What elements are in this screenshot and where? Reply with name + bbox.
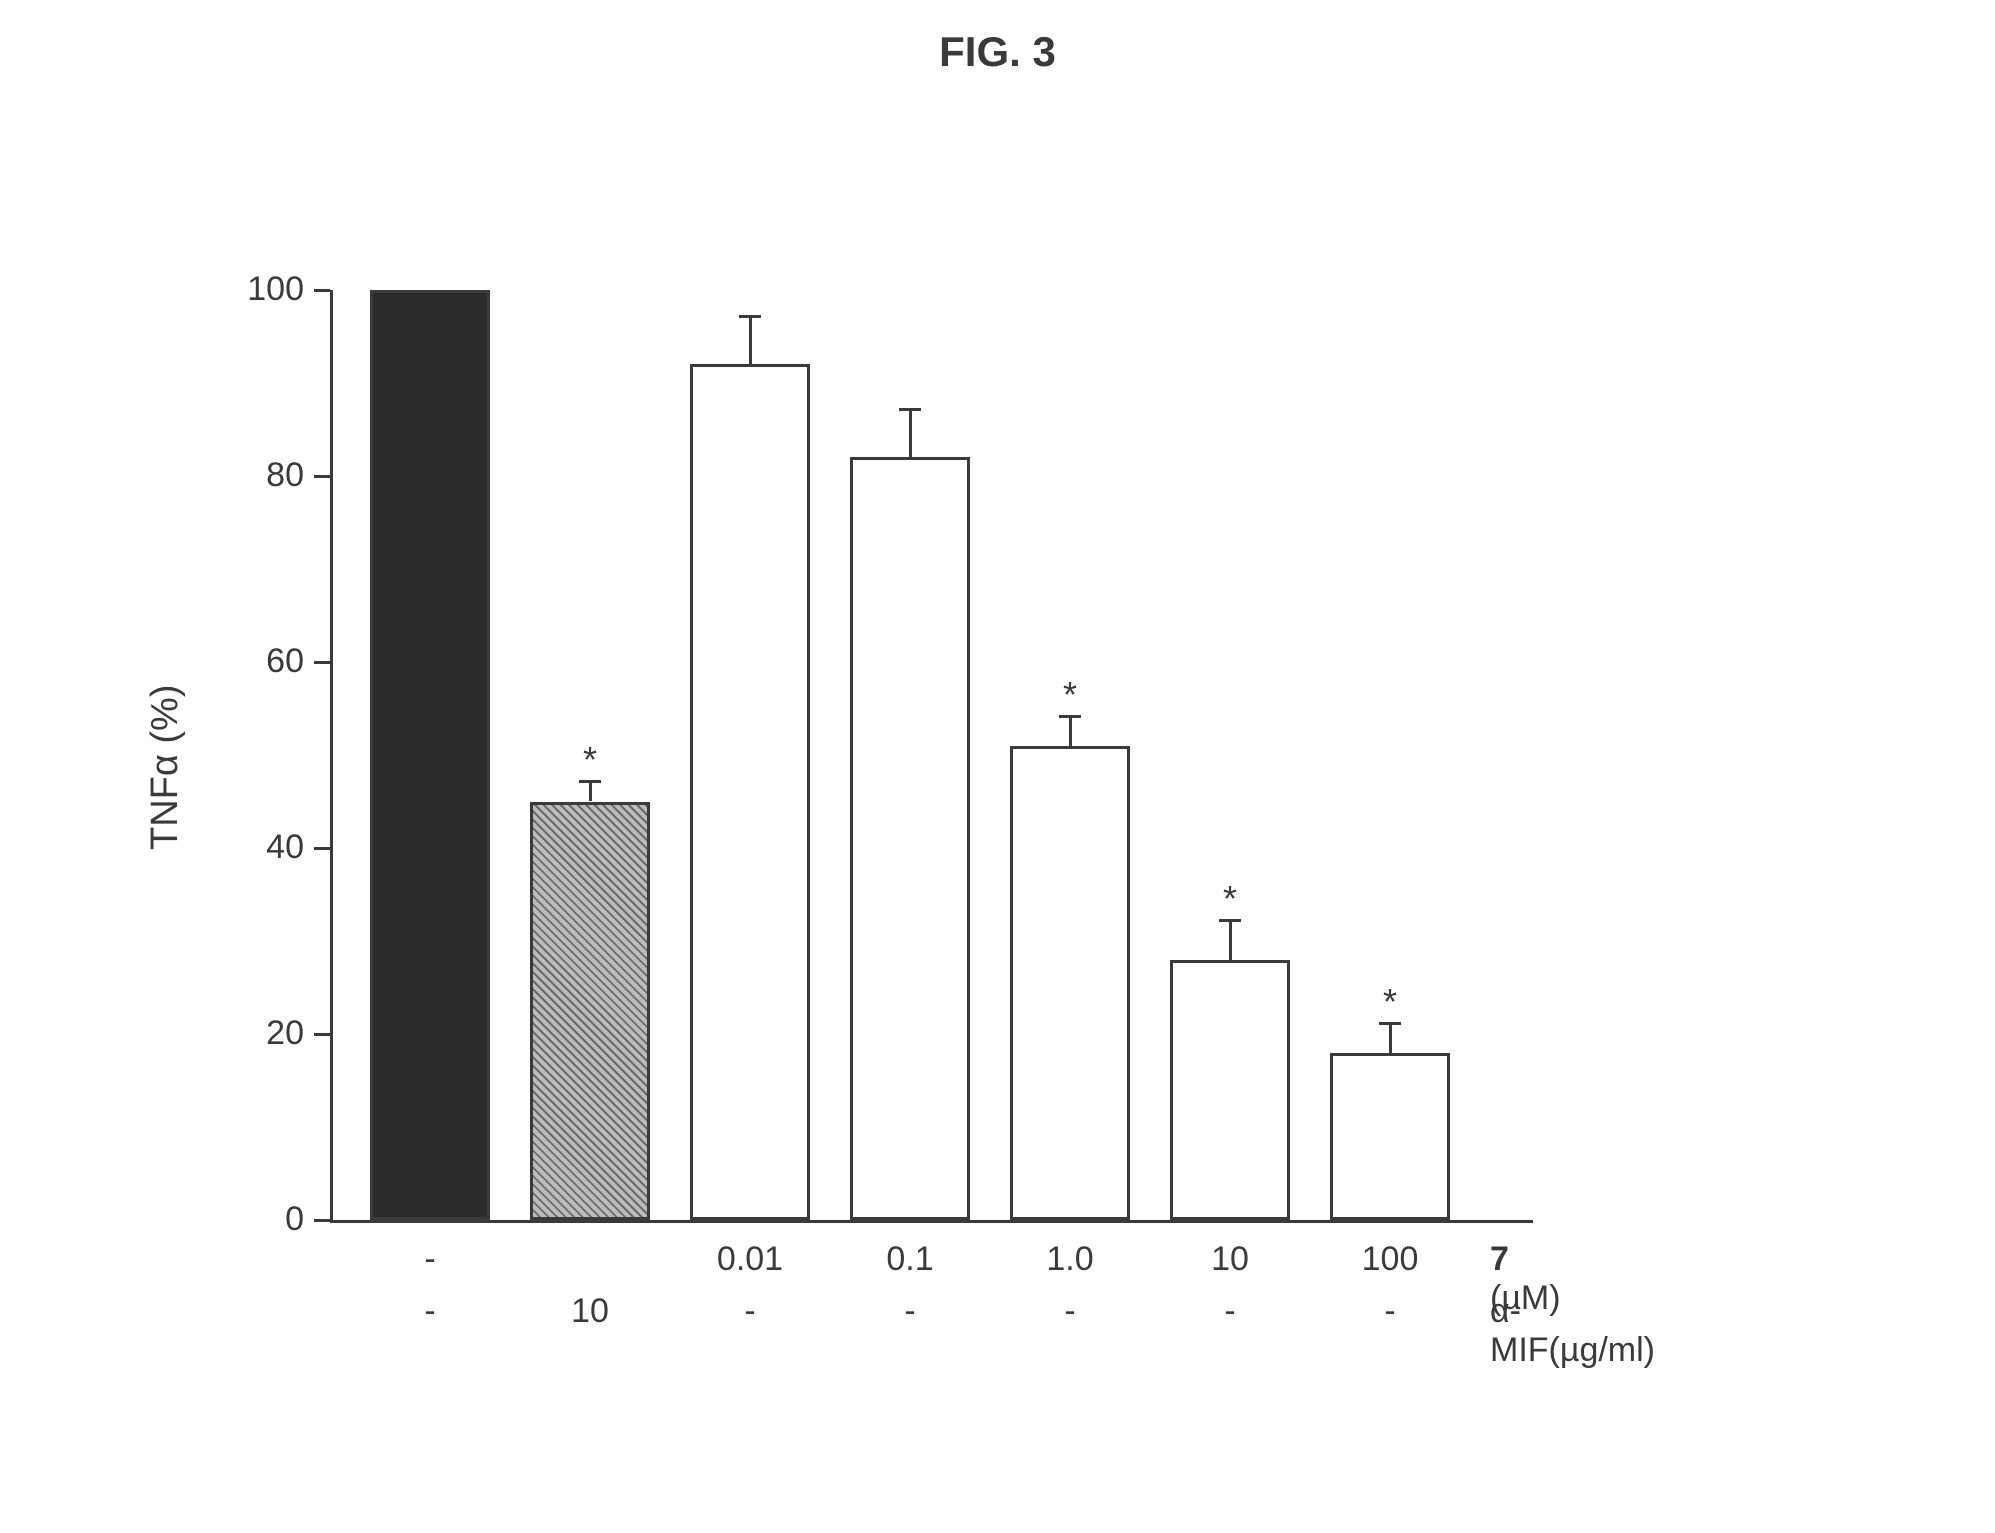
condition-cell: - <box>370 1292 490 1331</box>
y-tick-label: 40 <box>204 828 304 867</box>
y-tick-label: 0 <box>204 1200 304 1239</box>
error-bar <box>1069 718 1072 746</box>
condition-cell: 100 <box>1330 1240 1450 1279</box>
bar <box>1010 746 1130 1220</box>
condition-cell: - <box>1330 1292 1450 1331</box>
error-bar-cap <box>899 408 921 411</box>
condition-cell: - <box>1170 1292 1290 1331</box>
error-bar <box>1229 922 1232 959</box>
y-tick-label: 60 <box>204 642 304 681</box>
condition-row-title: α-MIF(µg/ml) <box>1490 1292 1655 1370</box>
y-tick-label: 100 <box>204 270 304 309</box>
y-tick <box>314 289 330 292</box>
bar <box>530 802 650 1221</box>
error-bar <box>1389 1025 1392 1053</box>
y-tick-label: 80 <box>204 456 304 495</box>
condition-cell: 1.0 <box>1010 1240 1130 1279</box>
significance-marker: * <box>1170 878 1290 920</box>
condition-cell: - <box>690 1292 810 1331</box>
bar <box>1330 1053 1450 1220</box>
figure-title: FIG. 3 <box>0 28 1995 76</box>
error-bar <box>749 318 752 365</box>
condition-cell: 10 <box>1170 1240 1290 1279</box>
significance-marker: * <box>1010 674 1130 716</box>
error-bar-cap <box>739 315 761 318</box>
bar <box>690 364 810 1220</box>
y-tick <box>314 661 330 664</box>
significance-marker: * <box>530 739 650 781</box>
bar <box>370 290 490 1220</box>
bar <box>1170 960 1290 1220</box>
condition-cell: - <box>370 1240 490 1279</box>
condition-cell: 0.1 <box>850 1240 970 1279</box>
y-tick <box>314 1219 330 1222</box>
error-bar <box>909 411 912 458</box>
condition-cell: 0.01 <box>690 1240 810 1279</box>
y-tick <box>314 475 330 478</box>
condition-cell: - <box>850 1292 970 1331</box>
bar-chart: 020406080100TNFα (%)****-0.010.11.010100… <box>330 290 1530 1220</box>
y-tick <box>314 1033 330 1036</box>
y-tick-label: 20 <box>204 1014 304 1053</box>
condition-cell: - <box>1010 1292 1130 1331</box>
significance-marker: * <box>1330 981 1450 1023</box>
y-tick <box>314 847 330 850</box>
bar <box>850 457 970 1220</box>
condition-cell: 10 <box>530 1292 650 1331</box>
y-axis-label: TNFα (%) <box>144 685 187 851</box>
error-bar <box>589 783 592 802</box>
